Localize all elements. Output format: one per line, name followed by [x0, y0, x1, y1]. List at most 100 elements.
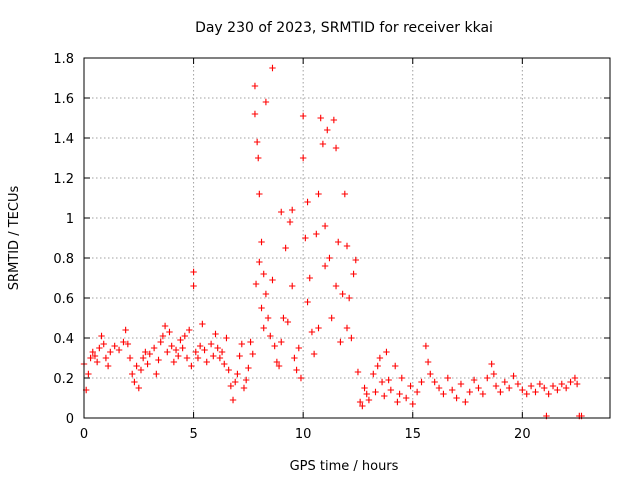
data-point: [396, 390, 403, 398]
data-point: [260, 324, 267, 332]
data-point: [549, 382, 557, 390]
data-point: [245, 364, 252, 372]
data-point: [227, 382, 235, 390]
data-point: [545, 390, 552, 398]
data-point: [252, 280, 260, 288]
data-point: [157, 338, 164, 346]
data-point: [126, 354, 134, 362]
data-point: [514, 380, 522, 388]
data-point: [129, 370, 136, 378]
data-point: [249, 350, 256, 358]
data-point: [210, 352, 217, 360]
data-point: [350, 270, 357, 278]
data-point: [253, 138, 261, 146]
data-point: [343, 242, 351, 250]
data-point: [172, 346, 180, 354]
data-point: [280, 314, 287, 322]
data-point: [422, 342, 430, 350]
x-tick-label: 5: [189, 427, 197, 442]
data-point: [387, 386, 395, 394]
data-point: [562, 384, 570, 392]
data-point: [137, 366, 145, 374]
data-point: [225, 366, 232, 374]
data-point: [218, 348, 226, 356]
data-point: [229, 396, 237, 404]
data-point: [466, 388, 473, 396]
data-point: [264, 314, 272, 322]
data-point: [345, 294, 353, 302]
data-point: [269, 276, 276, 284]
data-point: [332, 144, 340, 152]
data-point: [313, 230, 320, 238]
data-point: [558, 380, 565, 388]
y-tick-label: 0.8: [53, 252, 74, 267]
data-point: [361, 384, 368, 392]
data-point: [115, 346, 123, 354]
data-point: [306, 274, 313, 282]
data-point: [488, 360, 495, 368]
data-point: [278, 208, 285, 216]
data-point: [289, 282, 296, 290]
data-point: [339, 290, 346, 298]
data-point: [319, 140, 327, 148]
data-point: [532, 388, 539, 396]
data-point: [308, 328, 316, 336]
data-point: [365, 396, 373, 404]
data-point: [356, 398, 364, 406]
grid-layer: [84, 58, 610, 418]
y-tick-label: 0.2: [53, 372, 74, 387]
data-point: [407, 382, 414, 390]
data-point: [359, 402, 366, 410]
data-point: [310, 350, 318, 358]
data-point: [409, 400, 416, 408]
data-point: [135, 384, 142, 392]
data-point: [293, 366, 300, 374]
data-point: [181, 332, 189, 340]
data-point: [256, 190, 263, 198]
data-point: [501, 378, 508, 386]
data-point: [258, 304, 265, 312]
data-point: [150, 344, 158, 352]
data-point: [440, 390, 447, 398]
data-point: [262, 290, 270, 298]
y-tick-label: 1.4: [53, 132, 74, 147]
data-point: [354, 368, 362, 376]
data-point: [275, 362, 283, 370]
data-point: [527, 382, 535, 390]
data-point: [431, 378, 438, 386]
data-point: [251, 110, 259, 118]
data-point: [278, 338, 285, 346]
data-point: [343, 324, 351, 332]
data-point: [168, 342, 175, 350]
data-point: [497, 388, 504, 396]
data-point: [299, 112, 307, 120]
data-point: [190, 282, 197, 290]
data-point: [161, 322, 169, 330]
data-point: [269, 64, 276, 72]
y-tick-label: 0.6: [53, 292, 74, 307]
data-point: [381, 392, 388, 400]
data-point: [240, 384, 248, 392]
data-point: [258, 238, 265, 246]
data-point: [523, 390, 530, 398]
data-point: [286, 218, 294, 226]
data-points-layer: [80, 64, 585, 420]
data-point: [394, 398, 401, 406]
data-point: [207, 340, 215, 348]
data-point: [571, 374, 579, 382]
data-point: [324, 126, 331, 134]
data-point: [223, 334, 230, 342]
data-point: [238, 340, 245, 348]
data-point: [144, 360, 151, 368]
data-point: [196, 342, 204, 350]
data-point: [385, 376, 392, 384]
data-point: [262, 98, 270, 106]
data-point: [462, 398, 469, 406]
data-point: [155, 356, 162, 364]
data-point: [166, 328, 173, 336]
data-point: [470, 376, 478, 384]
data-point: [337, 338, 344, 346]
data-point: [251, 82, 259, 90]
y-tick-label: 0: [66, 412, 74, 427]
